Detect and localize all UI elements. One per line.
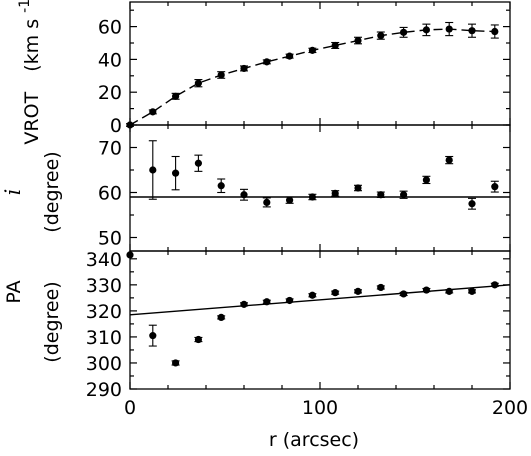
- inclination-panel: 50 60 70: [98, 124, 511, 252]
- svg-text:VROT (km s -1: VROT (km s -1 ): [12, 0, 43, 145]
- pa-data-point: [194, 335, 202, 344]
- x-tick-label: 100: [302, 397, 338, 419]
- pa-unit: (degree): [41, 281, 63, 362]
- pa-data-point: [263, 298, 271, 306]
- pa-symbol: PA: [3, 280, 25, 303]
- inclination-ylabel: i (degree): [1, 151, 63, 232]
- inclination-unit: (degree): [41, 151, 63, 232]
- inclination-data-point: [491, 183, 499, 191]
- pa-data-point: [422, 286, 430, 294]
- vrot-y-tick-label: 20: [98, 82, 122, 104]
- vrot-label-unit: (km s: [21, 19, 43, 72]
- inclination-frame: [129, 124, 511, 252]
- vrot-curve-line: [129, 28, 495, 126]
- vrot-data-point: [377, 32, 385, 40]
- vrot-y-tick-label: 0: [110, 115, 122, 137]
- inclination-symbol: i: [1, 189, 25, 196]
- inclination-data-point: [172, 169, 180, 177]
- vrot-data-point: [445, 25, 453, 33]
- pa-y-tick-label: 340: [86, 249, 122, 271]
- inclination-data-point: [308, 193, 316, 201]
- vrot-panel: 0 20 40 60: [98, 1, 511, 137]
- x-axis-label: r (arcsec): [269, 429, 359, 451]
- pa-y-tick-label: 300: [86, 353, 122, 375]
- vrot-data-point: [263, 58, 271, 66]
- inclination-data-point: [331, 189, 339, 197]
- x-tick-label: 200: [492, 397, 528, 419]
- inclination-y-tick-label: 60: [98, 183, 122, 205]
- vrot-label-name: VROT: [21, 91, 43, 144]
- pa-y-tick-label: 320: [86, 301, 122, 323]
- vrot-data-point: [172, 92, 180, 100]
- inclination-y-tick-label: 50: [98, 228, 122, 250]
- inclination-data-point: [445, 156, 453, 164]
- vrot-data-point: [286, 52, 294, 60]
- inclination-data-point: [377, 191, 385, 199]
- vrot-data-point: [240, 64, 248, 73]
- vrot-label-exp: -1: [17, 0, 33, 13]
- inclination-data-point: [149, 166, 157, 174]
- pa-data-point: [468, 287, 476, 295]
- vrot-y-tick-label: 40: [98, 49, 122, 71]
- inclination-data-point: [400, 191, 408, 199]
- inclination-data-point: [422, 176, 430, 184]
- inclination-data-point: [468, 200, 476, 208]
- pa-ylabel: PA (degree): [3, 280, 63, 362]
- vrot-data-point: [491, 27, 499, 36]
- vrot-data-point: [331, 41, 339, 50]
- vrot-data-point: [468, 27, 476, 35]
- pa-data-point: [126, 251, 134, 259]
- inclination-y-tick-label: 70: [98, 138, 122, 160]
- pa-data-point: [217, 313, 225, 321]
- inclination-data-point: [217, 182, 225, 190]
- pa-data-point: [172, 359, 180, 367]
- vrot-data-point: [422, 26, 430, 34]
- inclination-data-point: [286, 196, 294, 204]
- vrot-frame: [129, 1, 511, 126]
- x-tick-label: 0: [124, 397, 136, 419]
- pa-data-point: [445, 287, 453, 295]
- inclination-data-point: [240, 191, 248, 199]
- pa-y-tick-label: 290: [86, 379, 122, 401]
- pa-data-point: [491, 281, 499, 289]
- pa-y-tick-label: 330: [86, 275, 122, 297]
- pa-data-point: [354, 287, 362, 295]
- vrot-data-point: [400, 28, 408, 36]
- pa-data-point: [240, 300, 248, 308]
- pa-data-point: [308, 291, 316, 299]
- pa-data-point: [286, 296, 294, 305]
- vrot-y-tick-label: 60: [98, 17, 122, 39]
- inclination-data-point: [354, 184, 362, 192]
- pa-data-point: [400, 290, 408, 298]
- vrot-data-point: [354, 36, 362, 45]
- inclination-data-point: [263, 198, 271, 206]
- vrot-data-point: [149, 108, 157, 116]
- pa-data-point: [331, 289, 339, 297]
- pa-y-tick-label: 310: [86, 327, 122, 349]
- vrot-ylabel: VROT (km s -1 ): [12, 0, 43, 145]
- position-angle-panel: 290 300 310 320 330 340 0 100 200: [86, 249, 528, 419]
- pa-frame: [129, 250, 511, 390]
- pa-data-point: [149, 332, 157, 340]
- vrot-data-point: [308, 46, 316, 54]
- vrot-data-point: [194, 79, 202, 87]
- vrot-data-point: [217, 71, 225, 79]
- pa-data-point: [377, 283, 385, 292]
- inclination-data-point: [194, 159, 202, 167]
